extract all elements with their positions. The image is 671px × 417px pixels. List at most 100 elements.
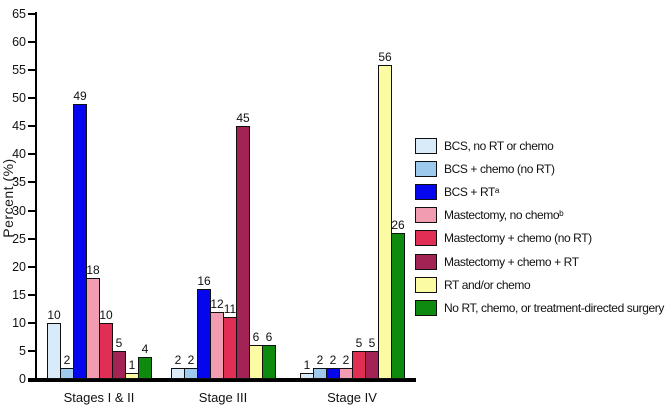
bar	[210, 312, 224, 379]
y-tick-label: 20	[12, 259, 26, 274]
y-tick-mark	[28, 321, 36, 324]
legend-label: RT and/or chemo	[444, 277, 531, 292]
legend-swatch	[415, 253, 437, 270]
legend-item: Mastectomy + chemo + RT	[415, 252, 579, 271]
bar	[223, 317, 237, 379]
bar-value-label: 16	[197, 274, 211, 288]
y-tick-mark	[28, 69, 36, 72]
bar-value-label: 6	[252, 330, 260, 344]
y-tick-label: 60	[12, 35, 26, 50]
y-tick-label: 0	[19, 372, 26, 386]
bar-value-label: 2	[329, 353, 337, 367]
bar	[60, 368, 74, 379]
x-category-label: Stages I & II	[63, 390, 135, 405]
bar-value-label: 26	[391, 218, 405, 232]
y-tick-label: 5	[19, 343, 26, 358]
legend-swatch	[415, 276, 437, 293]
y-tick-mark	[28, 13, 36, 15]
legend-label: Mastectomy + chemo (no RT)	[444, 231, 592, 246]
legend-swatch	[415, 299, 437, 316]
legend-swatch	[415, 137, 437, 154]
y-tick-label: 50	[12, 91, 26, 106]
bar-value-label: 12	[210, 297, 224, 311]
bar	[236, 126, 250, 379]
bar-value-label: 49	[73, 89, 87, 103]
legend-swatch	[415, 207, 437, 224]
y-tick-label: 45	[12, 119, 26, 134]
bar-value-label: 5	[368, 336, 376, 350]
bar-value-label: 5	[115, 336, 123, 350]
y-tick-mark	[28, 41, 36, 44]
y-axis-title: Percent (%)	[0, 158, 16, 238]
y-tick-mark	[28, 181, 36, 184]
legend-item: Mastectomy, no chemoᵇ	[415, 206, 564, 225]
bar	[184, 368, 198, 379]
x-category-label: Stage IV	[327, 390, 377, 405]
legend-label: BCS, no RT or chemo	[444, 138, 554, 153]
legend-label: BCS + chemo (no RT)	[444, 161, 555, 176]
legend-label: BCS + RTᵃ	[444, 184, 499, 199]
legend-label: Mastectomy + chemo + RT	[444, 254, 579, 269]
legend-swatch	[415, 183, 437, 200]
bar	[391, 233, 405, 379]
bar	[313, 368, 327, 379]
bar-value-label: 18	[86, 263, 100, 277]
bar-value-label: 5	[355, 336, 363, 350]
x-axis-line	[28, 378, 416, 382]
bar	[138, 357, 152, 379]
y-tick-label: 15	[12, 287, 26, 302]
y-tick-label: 65	[12, 7, 26, 21]
bar	[378, 65, 392, 379]
y-tick-mark	[28, 265, 36, 268]
bar	[326, 368, 340, 379]
y-tick-mark	[28, 125, 36, 128]
legend-item: BCS + chemo (no RT)	[415, 159, 555, 178]
legend-item: Mastectomy + chemo (no RT)	[415, 229, 592, 248]
y-tick-mark	[28, 97, 36, 100]
bar-value-label: 2	[63, 353, 71, 367]
bar-value-label: 2	[187, 353, 195, 367]
bar	[125, 373, 139, 379]
bar-value-label: 6	[265, 330, 273, 344]
x-category-label: Stage III	[198, 390, 248, 405]
bar	[300, 373, 314, 379]
bar	[339, 368, 353, 379]
bar-value-label: 45	[236, 111, 250, 125]
y-tick-label: 30	[12, 203, 26, 218]
bar-value-label: 10	[47, 308, 61, 322]
bar	[365, 351, 379, 379]
bar	[47, 323, 61, 379]
bar	[352, 351, 366, 379]
bar-value-label: 56	[378, 50, 392, 64]
bar	[171, 368, 185, 379]
y-tick-label: 35	[12, 175, 26, 190]
bar	[249, 345, 263, 379]
y-tick-label: 40	[12, 147, 26, 162]
bar-value-label: 2	[316, 353, 324, 367]
bar	[73, 104, 87, 379]
bar-value-label: 11	[223, 302, 237, 316]
y-tick-label: 10	[12, 315, 26, 330]
bar	[99, 323, 113, 379]
y-axis-line	[35, 12, 37, 382]
bar-value-label: 2	[342, 353, 350, 367]
y-tick-mark	[28, 293, 36, 296]
y-tick-mark	[28, 209, 36, 212]
y-tick-label: 55	[12, 63, 26, 78]
legend-item: BCS + RTᵃ	[415, 182, 499, 201]
y-tick-label: 25	[12, 231, 26, 246]
legend-item: RT and/or chemo	[415, 275, 531, 294]
y-tick-mark	[28, 349, 36, 352]
legend-label: No RT, chemo, or treatment-directed surg…	[444, 300, 665, 315]
legend-item: BCS, no RT or chemo	[415, 136, 554, 155]
bar-value-label: 2	[174, 353, 182, 367]
legend-item: No RT, chemo, or treatment-directed surg…	[415, 298, 664, 317]
legend-swatch	[415, 230, 437, 247]
y-tick-mark	[28, 378, 36, 380]
bar-value-label: 1	[303, 358, 311, 372]
bar	[86, 278, 100, 379]
bar-value-label: 1	[128, 358, 136, 372]
bar	[262, 345, 276, 379]
y-tick-mark	[28, 153, 36, 156]
